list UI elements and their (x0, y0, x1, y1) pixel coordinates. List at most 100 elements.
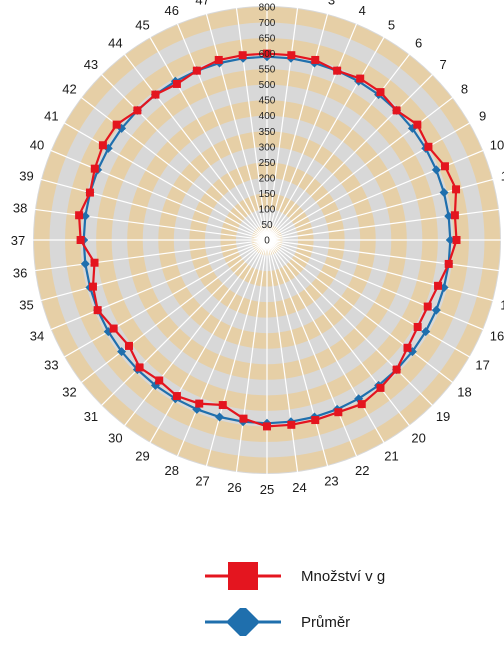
spoke-line (50, 149, 268, 241)
data-point-quantity (172, 79, 181, 88)
spoke-line (205, 13, 268, 241)
spoke-line (101, 74, 268, 241)
spoke-line (176, 239, 268, 457)
category-label: 30 (108, 431, 122, 446)
legend-label-average: Průměr (301, 613, 351, 631)
data-point-average (421, 327, 431, 337)
radial-tick-label: 150 (259, 189, 276, 200)
category-label: 22 (355, 463, 369, 478)
spoke-line (266, 239, 410, 427)
spoke-line (266, 239, 500, 272)
spoke-line (124, 53, 268, 241)
data-point-quantity (334, 408, 343, 417)
data-point-quantity (452, 185, 461, 194)
data-point-average (431, 165, 441, 175)
radar-chart: 0 50 100 150 200 250 300 350 400 450 500 550 600 650 7… (11, 0, 504, 497)
radial-tick-label: 0 (264, 236, 270, 247)
category-label: 37 (11, 233, 25, 248)
spoke-line (235, 7, 268, 241)
data-point-average (215, 412, 225, 422)
spoke-line (266, 74, 433, 241)
legend-label-quantity: Množství v g (301, 567, 386, 585)
data-point-quantity (356, 74, 365, 83)
category-label: 33 (44, 358, 58, 373)
category-label: 45 (135, 17, 149, 32)
data-point-quantity (124, 341, 133, 350)
spoke-line (266, 239, 484, 331)
spoke-line (266, 239, 454, 383)
spoke-line (266, 23, 358, 241)
data-point-quantity (93, 306, 102, 315)
spoke-line (266, 239, 385, 443)
category-label: 15 (500, 297, 504, 312)
data-point-quantity (311, 55, 320, 64)
series-layer (75, 49, 461, 431)
data-point-quantity (287, 51, 296, 60)
data-point-quantity (218, 401, 227, 410)
data-point-quantity (423, 302, 432, 311)
category-label: 24 (292, 480, 306, 495)
data-point-quantity (75, 211, 84, 220)
radial-tick-label: 300 (259, 142, 276, 153)
data-point-quantity (172, 392, 181, 401)
data-point-quantity (434, 281, 443, 290)
data-point-quantity (239, 414, 248, 423)
spoke-line (205, 239, 268, 467)
data-point-quantity (444, 259, 453, 268)
radial-tick-label: 600 (259, 49, 276, 60)
data-point-quantity (413, 120, 422, 129)
radial-tick-label: 500 (259, 80, 276, 91)
data-point-average (439, 188, 449, 198)
legend-item-quantity: Množství v g (205, 562, 485, 590)
category-label: 26 (227, 480, 241, 495)
category-label: 39 (19, 169, 33, 184)
spoke-line (266, 122, 470, 241)
category-label: 4 (359, 3, 366, 18)
category-label: 29 (135, 449, 149, 464)
spoke-line (124, 239, 268, 427)
data-point-quantity (392, 106, 401, 115)
data-point-quantity (357, 400, 366, 409)
category-label: 2 (296, 0, 303, 1)
data-point-quantity (76, 236, 85, 244)
data-point-quantity (155, 376, 164, 385)
category-label: 21 (384, 449, 398, 464)
spoke-line (40, 239, 268, 302)
data-point-quantity (376, 88, 385, 97)
data-point-quantity (151, 90, 160, 99)
category-label: 32 (62, 385, 76, 400)
category-label: 16 (490, 328, 504, 343)
diamond-marker-legend-icon (205, 608, 281, 636)
category-label: 46 (164, 3, 178, 18)
category-label: 9 (479, 109, 486, 124)
data-point-quantity (403, 343, 412, 352)
spoke-line (266, 239, 470, 358)
spoke-line (266, 239, 494, 302)
category-label: 31 (84, 409, 98, 424)
spoke-line (149, 239, 268, 443)
radial-tick-label: 800 (259, 3, 276, 14)
radial-tick-label: 250 (259, 158, 276, 169)
radial-tick-label: 650 (259, 34, 276, 45)
legend-item-average: Průměr (205, 608, 485, 636)
spoke-line (64, 122, 268, 241)
category-label: 3 (328, 0, 335, 7)
radial-tick-label: 450 (259, 96, 276, 107)
data-point-average (431, 305, 441, 315)
data-point-quantity (90, 258, 99, 267)
category-label: 18 (457, 385, 471, 400)
category-label: 28 (164, 463, 178, 478)
spoke-line (266, 7, 299, 241)
data-point-quantity (112, 120, 121, 129)
category-label: 36 (13, 266, 27, 281)
data-point-quantity (413, 322, 422, 331)
category-label: 20 (411, 431, 425, 446)
category-label: 17 (475, 358, 489, 373)
category-label: 47 (195, 0, 209, 7)
radial-tick-label: 550 (259, 65, 276, 76)
category-label: 10 (490, 138, 504, 153)
data-point-quantity (450, 211, 459, 220)
data-point-quantity (135, 363, 144, 372)
spoke-lines (33, 6, 501, 474)
data-point-quantity (192, 66, 201, 75)
